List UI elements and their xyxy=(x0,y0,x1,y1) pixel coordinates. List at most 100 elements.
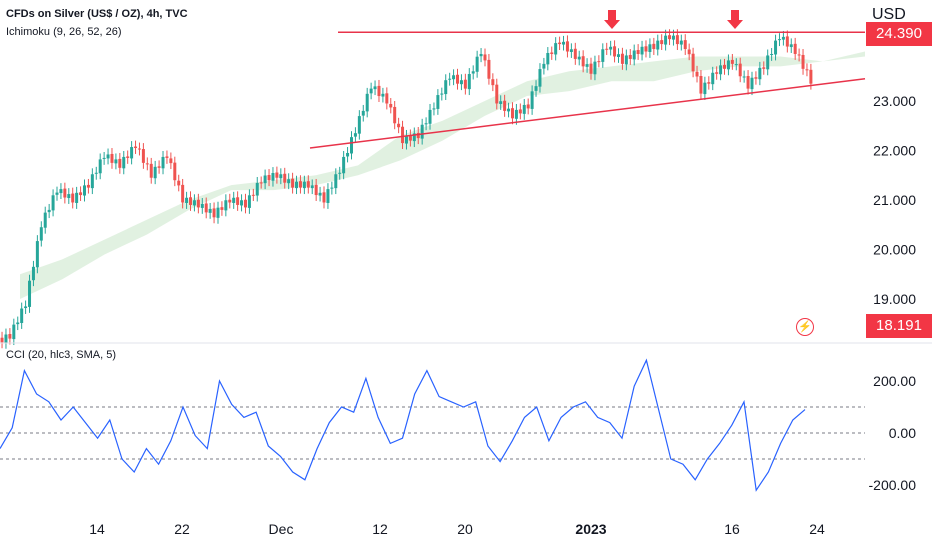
candle-body xyxy=(624,55,628,65)
candle-body xyxy=(416,132,420,139)
candle-body xyxy=(605,48,609,50)
candle-body xyxy=(530,91,534,109)
candle-body xyxy=(652,43,656,50)
candle-body xyxy=(664,35,668,45)
cci-axis[interactable]: 200.00 0.00 -200.00 xyxy=(869,373,917,493)
candle-body xyxy=(63,188,67,198)
candle-body xyxy=(636,50,640,54)
candle-body xyxy=(436,95,440,109)
candle-body xyxy=(94,172,98,174)
ichimoku-legend[interactable]: Ichimoku (9, 26, 52, 26) xyxy=(6,26,122,38)
candle-body xyxy=(408,135,412,141)
candle-body xyxy=(703,82,707,95)
candle-body xyxy=(565,41,569,52)
candle-body xyxy=(251,194,255,196)
candle-body xyxy=(240,200,244,206)
candle-body xyxy=(526,104,530,109)
candle-body xyxy=(28,280,32,307)
candle-body xyxy=(102,157,106,159)
candle-body xyxy=(381,93,385,97)
candle-body xyxy=(373,86,377,90)
candle-body xyxy=(479,53,483,57)
candle-body xyxy=(20,308,24,324)
candle-body xyxy=(444,80,448,95)
candle-body xyxy=(593,61,597,75)
candle-body xyxy=(475,56,479,72)
candle-body xyxy=(306,181,310,188)
candle-body xyxy=(247,195,251,208)
candle-body xyxy=(212,208,216,218)
candle-body xyxy=(577,56,581,60)
candle-body xyxy=(738,63,742,77)
candle-body xyxy=(271,173,275,181)
candle-body xyxy=(389,103,393,108)
candle-body xyxy=(236,197,240,205)
price-axis[interactable]: 23.000 22.000 21.000 20.000 19.000 xyxy=(873,93,916,307)
candle-body xyxy=(224,200,228,211)
candle-body xyxy=(428,109,432,124)
cci-tick-label: 0.00 xyxy=(889,425,916,441)
candle-body xyxy=(279,174,283,179)
candle-body xyxy=(510,108,514,119)
candle-body xyxy=(106,154,110,159)
candle-body xyxy=(507,108,511,112)
candle-body xyxy=(196,199,200,208)
candle-body xyxy=(746,76,750,89)
candle-body xyxy=(766,55,770,70)
candle-body xyxy=(349,137,353,154)
cci-tick-label: 200.00 xyxy=(873,373,916,389)
candle-body xyxy=(558,42,562,45)
candle-body xyxy=(232,197,236,203)
candle-body xyxy=(695,71,699,77)
candle-body xyxy=(801,54,805,69)
support-trendline xyxy=(309,77,866,149)
candle-body xyxy=(291,178,295,188)
currency-label[interactable]: USD xyxy=(872,6,906,23)
candle-body xyxy=(499,101,503,104)
candle-body xyxy=(699,76,703,94)
candle-body xyxy=(177,180,181,186)
candle-body xyxy=(687,49,691,55)
candle-body xyxy=(581,56,585,67)
candle-body xyxy=(16,322,20,325)
ichimoku-cloud xyxy=(20,51,865,299)
candle-body xyxy=(742,76,746,78)
candle-body xyxy=(141,149,145,163)
candle-body xyxy=(452,75,456,80)
candle-body xyxy=(353,133,357,137)
candle-body xyxy=(668,35,672,40)
candle-body xyxy=(620,53,624,64)
candle-body xyxy=(79,192,83,196)
candle-body xyxy=(153,166,157,179)
candle-body xyxy=(589,63,593,74)
candle-body xyxy=(47,209,51,213)
lightning-alert-icon[interactable]: ⚡ xyxy=(796,318,814,336)
time-tick-label: 14 xyxy=(89,521,105,537)
candle-body xyxy=(546,52,550,65)
price-tick-label: 23.000 xyxy=(873,93,916,109)
candle-body xyxy=(797,54,801,56)
candle-body xyxy=(448,78,452,80)
candle-body xyxy=(369,88,373,94)
candle-body xyxy=(750,77,754,90)
cci-tick-label: -200.00 xyxy=(869,477,917,493)
candle-body xyxy=(157,166,161,168)
candle-body xyxy=(118,158,122,168)
drawing-annotations[interactable] xyxy=(309,10,866,149)
time-axis[interactable]: 14 22 Dec 12 20 2023 16 24 xyxy=(89,521,825,537)
candle-body xyxy=(683,40,687,50)
candle-body xyxy=(503,100,507,111)
cci-legend[interactable]: CCI (20, hlc3, SMA, 5) xyxy=(6,349,117,361)
candle-body xyxy=(82,185,86,196)
candle-body xyxy=(726,60,730,70)
candle-body xyxy=(255,182,259,196)
candle-body xyxy=(656,40,660,50)
candle-body xyxy=(318,192,322,196)
candle-body xyxy=(463,79,467,89)
symbol-legend[interactable]: CFDs on Silver (US$ / OZ), 4h, TVC xyxy=(6,8,188,20)
candle-body xyxy=(456,74,460,84)
candle-body xyxy=(31,266,35,281)
candle-body xyxy=(90,174,94,189)
candle-body xyxy=(401,126,405,144)
